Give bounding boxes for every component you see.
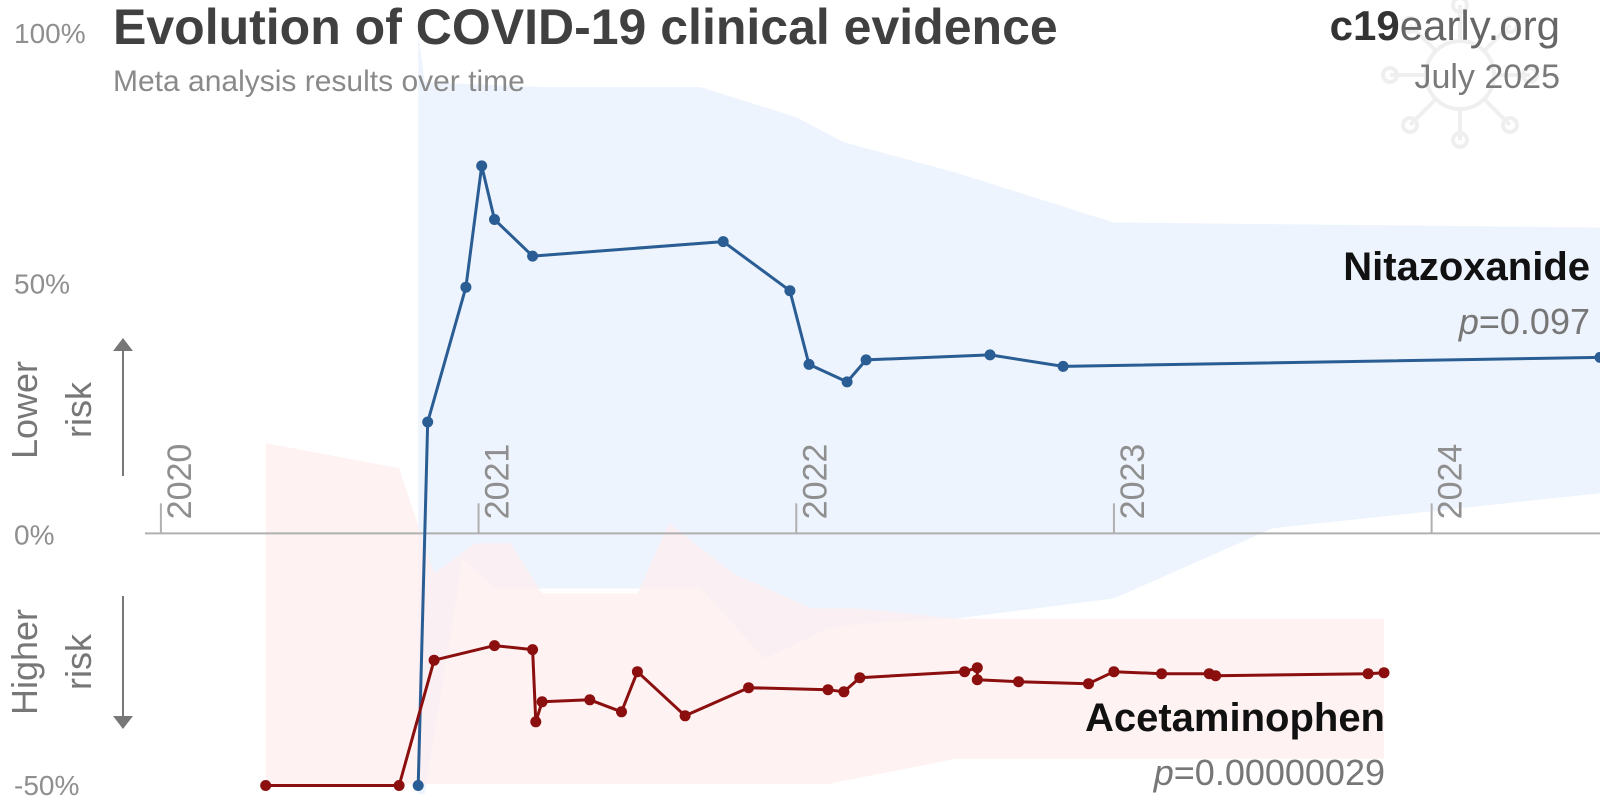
x-tick-label: 2024 bbox=[1432, 444, 1470, 520]
data-point-acetaminophen bbox=[1210, 670, 1222, 682]
brand-bold-text: c19 bbox=[1330, 2, 1400, 49]
y-tick-label: 50% bbox=[14, 269, 70, 300]
brand-logo: c19early.org bbox=[1330, 2, 1560, 49]
data-point-nitazoxanide bbox=[476, 160, 488, 172]
data-point-nitazoxanide bbox=[489, 214, 500, 225]
data-point-nitazoxanide bbox=[1057, 360, 1069, 372]
x-tick-label: 2020 bbox=[161, 444, 199, 520]
data-point-nitazoxanide bbox=[717, 236, 729, 248]
brand-light-text: early.org bbox=[1400, 2, 1560, 49]
series-label-acetaminophen: Acetaminophen bbox=[1085, 696, 1385, 740]
data-point-acetaminophen bbox=[631, 666, 643, 678]
data-point-acetaminophen bbox=[1378, 667, 1390, 679]
y-tick-label: 0% bbox=[14, 519, 54, 550]
data-point-nitazoxanide bbox=[1594, 351, 1600, 363]
data-point-acetaminophen bbox=[743, 682, 755, 694]
y-tick-label: -50% bbox=[14, 770, 79, 800]
data-point-acetaminophen bbox=[527, 644, 539, 656]
series-points bbox=[260, 160, 1600, 791]
data-point-nitazoxanide bbox=[841, 376, 853, 388]
data-point-acetaminophen bbox=[838, 686, 850, 698]
data-point-acetaminophen bbox=[854, 672, 866, 684]
report-date: July 2025 bbox=[1414, 58, 1560, 96]
data-point-nitazoxanide bbox=[860, 354, 872, 366]
data-point-nitazoxanide bbox=[803, 358, 815, 370]
data-point-nitazoxanide bbox=[784, 285, 796, 297]
pvalue-text: =0.097 bbox=[1479, 301, 1590, 342]
confidence-bands bbox=[265, 32, 1600, 794]
data-point-acetaminophen bbox=[679, 710, 691, 722]
data-point-acetaminophen bbox=[530, 716, 542, 728]
lower-risk-indicator: Lower risk bbox=[4, 338, 133, 476]
arrow-up-icon bbox=[113, 338, 133, 351]
data-point-acetaminophen bbox=[1083, 678, 1094, 690]
data-point-acetaminophen bbox=[959, 666, 971, 678]
axes: 2020 2021 2022 2023 2024 100% 50% 0% -50% bbox=[14, 18, 1600, 800]
x-tick-label: 2021 bbox=[479, 444, 517, 520]
data-point-acetaminophen bbox=[1013, 676, 1025, 688]
higher-risk-indicator: Higher risk bbox=[4, 596, 133, 729]
data-point-acetaminophen bbox=[489, 640, 500, 652]
data-point-acetaminophen bbox=[971, 674, 983, 686]
data-point-nitazoxanide bbox=[527, 250, 539, 262]
pvalue-text: =0.00000029 bbox=[1174, 752, 1385, 793]
x-tick-label: 2023 bbox=[1114, 444, 1152, 520]
data-point-acetaminophen bbox=[1156, 668, 1168, 680]
data-point-acetaminophen bbox=[393, 780, 405, 791]
data-point-acetaminophen bbox=[584, 694, 596, 706]
pvalue-symbol: p bbox=[1153, 752, 1174, 793]
series-label-nitazoxanide: Nitazoxanide bbox=[1343, 245, 1590, 289]
x-tick-label: 2022 bbox=[796, 444, 834, 520]
pvalue-acetaminophen: p=0.00000029 bbox=[1153, 752, 1385, 793]
series-lines bbox=[265, 164, 1600, 787]
data-point-acetaminophen bbox=[260, 780, 272, 791]
lower-risk-label-line1: Lower bbox=[4, 361, 45, 459]
chart-subtitle: Meta analysis results over time bbox=[113, 65, 525, 98]
data-point-nitazoxanide bbox=[984, 349, 996, 361]
series-line-acetaminophen bbox=[265, 644, 1385, 787]
pvalue-nitazoxanide: p=0.097 bbox=[1458, 301, 1590, 342]
chart-title: Evolution of COVID-19 clinical evidence bbox=[113, 0, 1058, 55]
data-point-nitazoxanide bbox=[422, 416, 434, 428]
data-point-acetaminophen bbox=[616, 706, 627, 718]
data-point-acetaminophen bbox=[822, 684, 834, 696]
data-point-acetaminophen bbox=[971, 662, 983, 674]
y-tick-label: 100% bbox=[14, 18, 86, 49]
series-line-nitazoxanide bbox=[416, 164, 1600, 786]
higher-risk-label-line1: Higher bbox=[4, 609, 45, 715]
data-point-nitazoxanide bbox=[412, 780, 424, 791]
data-point-acetaminophen bbox=[1108, 666, 1120, 678]
lower-risk-label-line2: risk bbox=[58, 381, 99, 438]
virus-watermark-icon bbox=[1381, 0, 1539, 149]
data-point-acetaminophen bbox=[1362, 668, 1374, 680]
data-point-acetaminophen bbox=[428, 654, 440, 666]
pvalue-symbol: p bbox=[1458, 301, 1479, 342]
higher-risk-label-line2: risk bbox=[58, 633, 99, 690]
data-point-acetaminophen bbox=[536, 696, 548, 708]
confidence-band-nitazoxanide bbox=[418, 32, 1600, 794]
data-point-nitazoxanide bbox=[460, 281, 472, 293]
arrow-down-icon bbox=[113, 716, 133, 729]
